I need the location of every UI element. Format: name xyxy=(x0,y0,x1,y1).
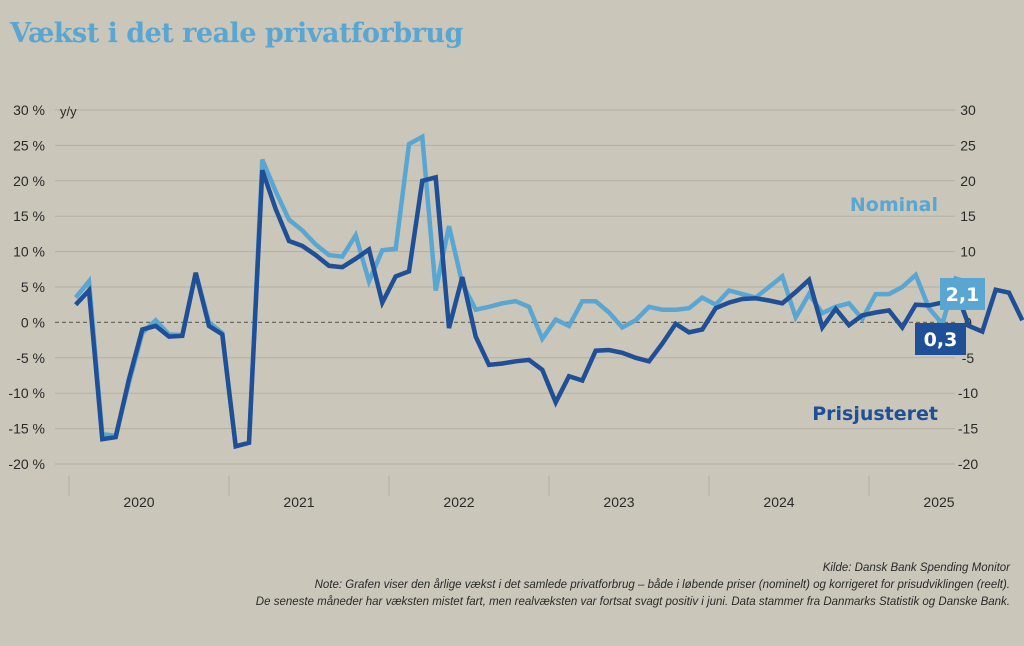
end-label-box-prisjusteret xyxy=(915,323,966,355)
x-tick-label: 2023 xyxy=(603,494,634,510)
series-lines xyxy=(73,133,1024,450)
x-tick-label: 2022 xyxy=(443,494,474,510)
y-axis-unit-label: y/y xyxy=(60,104,77,119)
x-tick-label: 2020 xyxy=(123,494,154,510)
y-tick-label-right: -10 xyxy=(958,385,978,401)
x-tick-label: 2025 xyxy=(923,494,954,510)
y-tick-label-right: 25 xyxy=(960,137,976,153)
y-tick-label-right: -15 xyxy=(958,421,978,437)
series-line-prisjusteret xyxy=(74,169,1024,450)
y-tick-label-right: 15 xyxy=(960,208,976,224)
y-tick-label-left: -15 % xyxy=(8,421,45,437)
y-tick-label-left: 20 % xyxy=(13,173,45,189)
x-tick-label: 2021 xyxy=(283,494,314,510)
y-tick-label-left: -20 % xyxy=(8,456,45,472)
chart-title: Vækst i det reale privatforbrug xyxy=(10,18,463,49)
note-text-line-1: Note: Grafen viser den årlige vækst i de… xyxy=(314,579,1010,591)
y-tick-label-right: -20 xyxy=(958,456,978,472)
note-text-line-2: De seneste måneder har væksten mistet fa… xyxy=(255,596,1010,608)
y-tick-label-left: 15 % xyxy=(13,208,45,224)
x-tick-label: 2024 xyxy=(763,494,794,510)
y-tick-label-left: -5 % xyxy=(16,350,45,366)
source-text: Kilde: Dansk Bank Spending Monitor xyxy=(822,562,1010,574)
end-labels: 2,1 0,3 xyxy=(915,278,985,355)
y-tick-label-left: 10 % xyxy=(13,244,45,260)
y-tick-label-right: 10 xyxy=(960,244,976,260)
y-tick-label-left: 25 % xyxy=(13,137,45,153)
y-tick-label-left: 5 % xyxy=(21,279,45,295)
series-line-nominal xyxy=(73,133,985,450)
end-label-nominal: 2,1 xyxy=(946,284,980,306)
y-tick-label-left: 0 % xyxy=(21,314,45,330)
y-tick-label-left: 30 % xyxy=(13,102,45,118)
end-label-prisjusteret: 0,3 xyxy=(924,329,958,351)
y-tick-label-left: -10 % xyxy=(8,385,45,401)
y-tick-label-right: 20 xyxy=(960,173,976,189)
legend-prisjusteret: Prisjusteret xyxy=(812,403,938,425)
x-axis: 2020 2021 2022 2023 2024 2025 xyxy=(68,476,955,510)
chart-footer: Kilde: Dansk Bank Spending Monitor Note:… xyxy=(256,560,1010,611)
y-tick-label-right: 30 xyxy=(960,102,976,118)
gridlines xyxy=(55,109,955,465)
legend-nominal: Nominal xyxy=(850,194,938,216)
y-axis-left: 30 % 25 % 20 % 15 % 10 % 5 % 0 % -5 % -10 % -15 %… xyxy=(8,102,45,472)
end-label-box-nominal xyxy=(940,278,985,310)
